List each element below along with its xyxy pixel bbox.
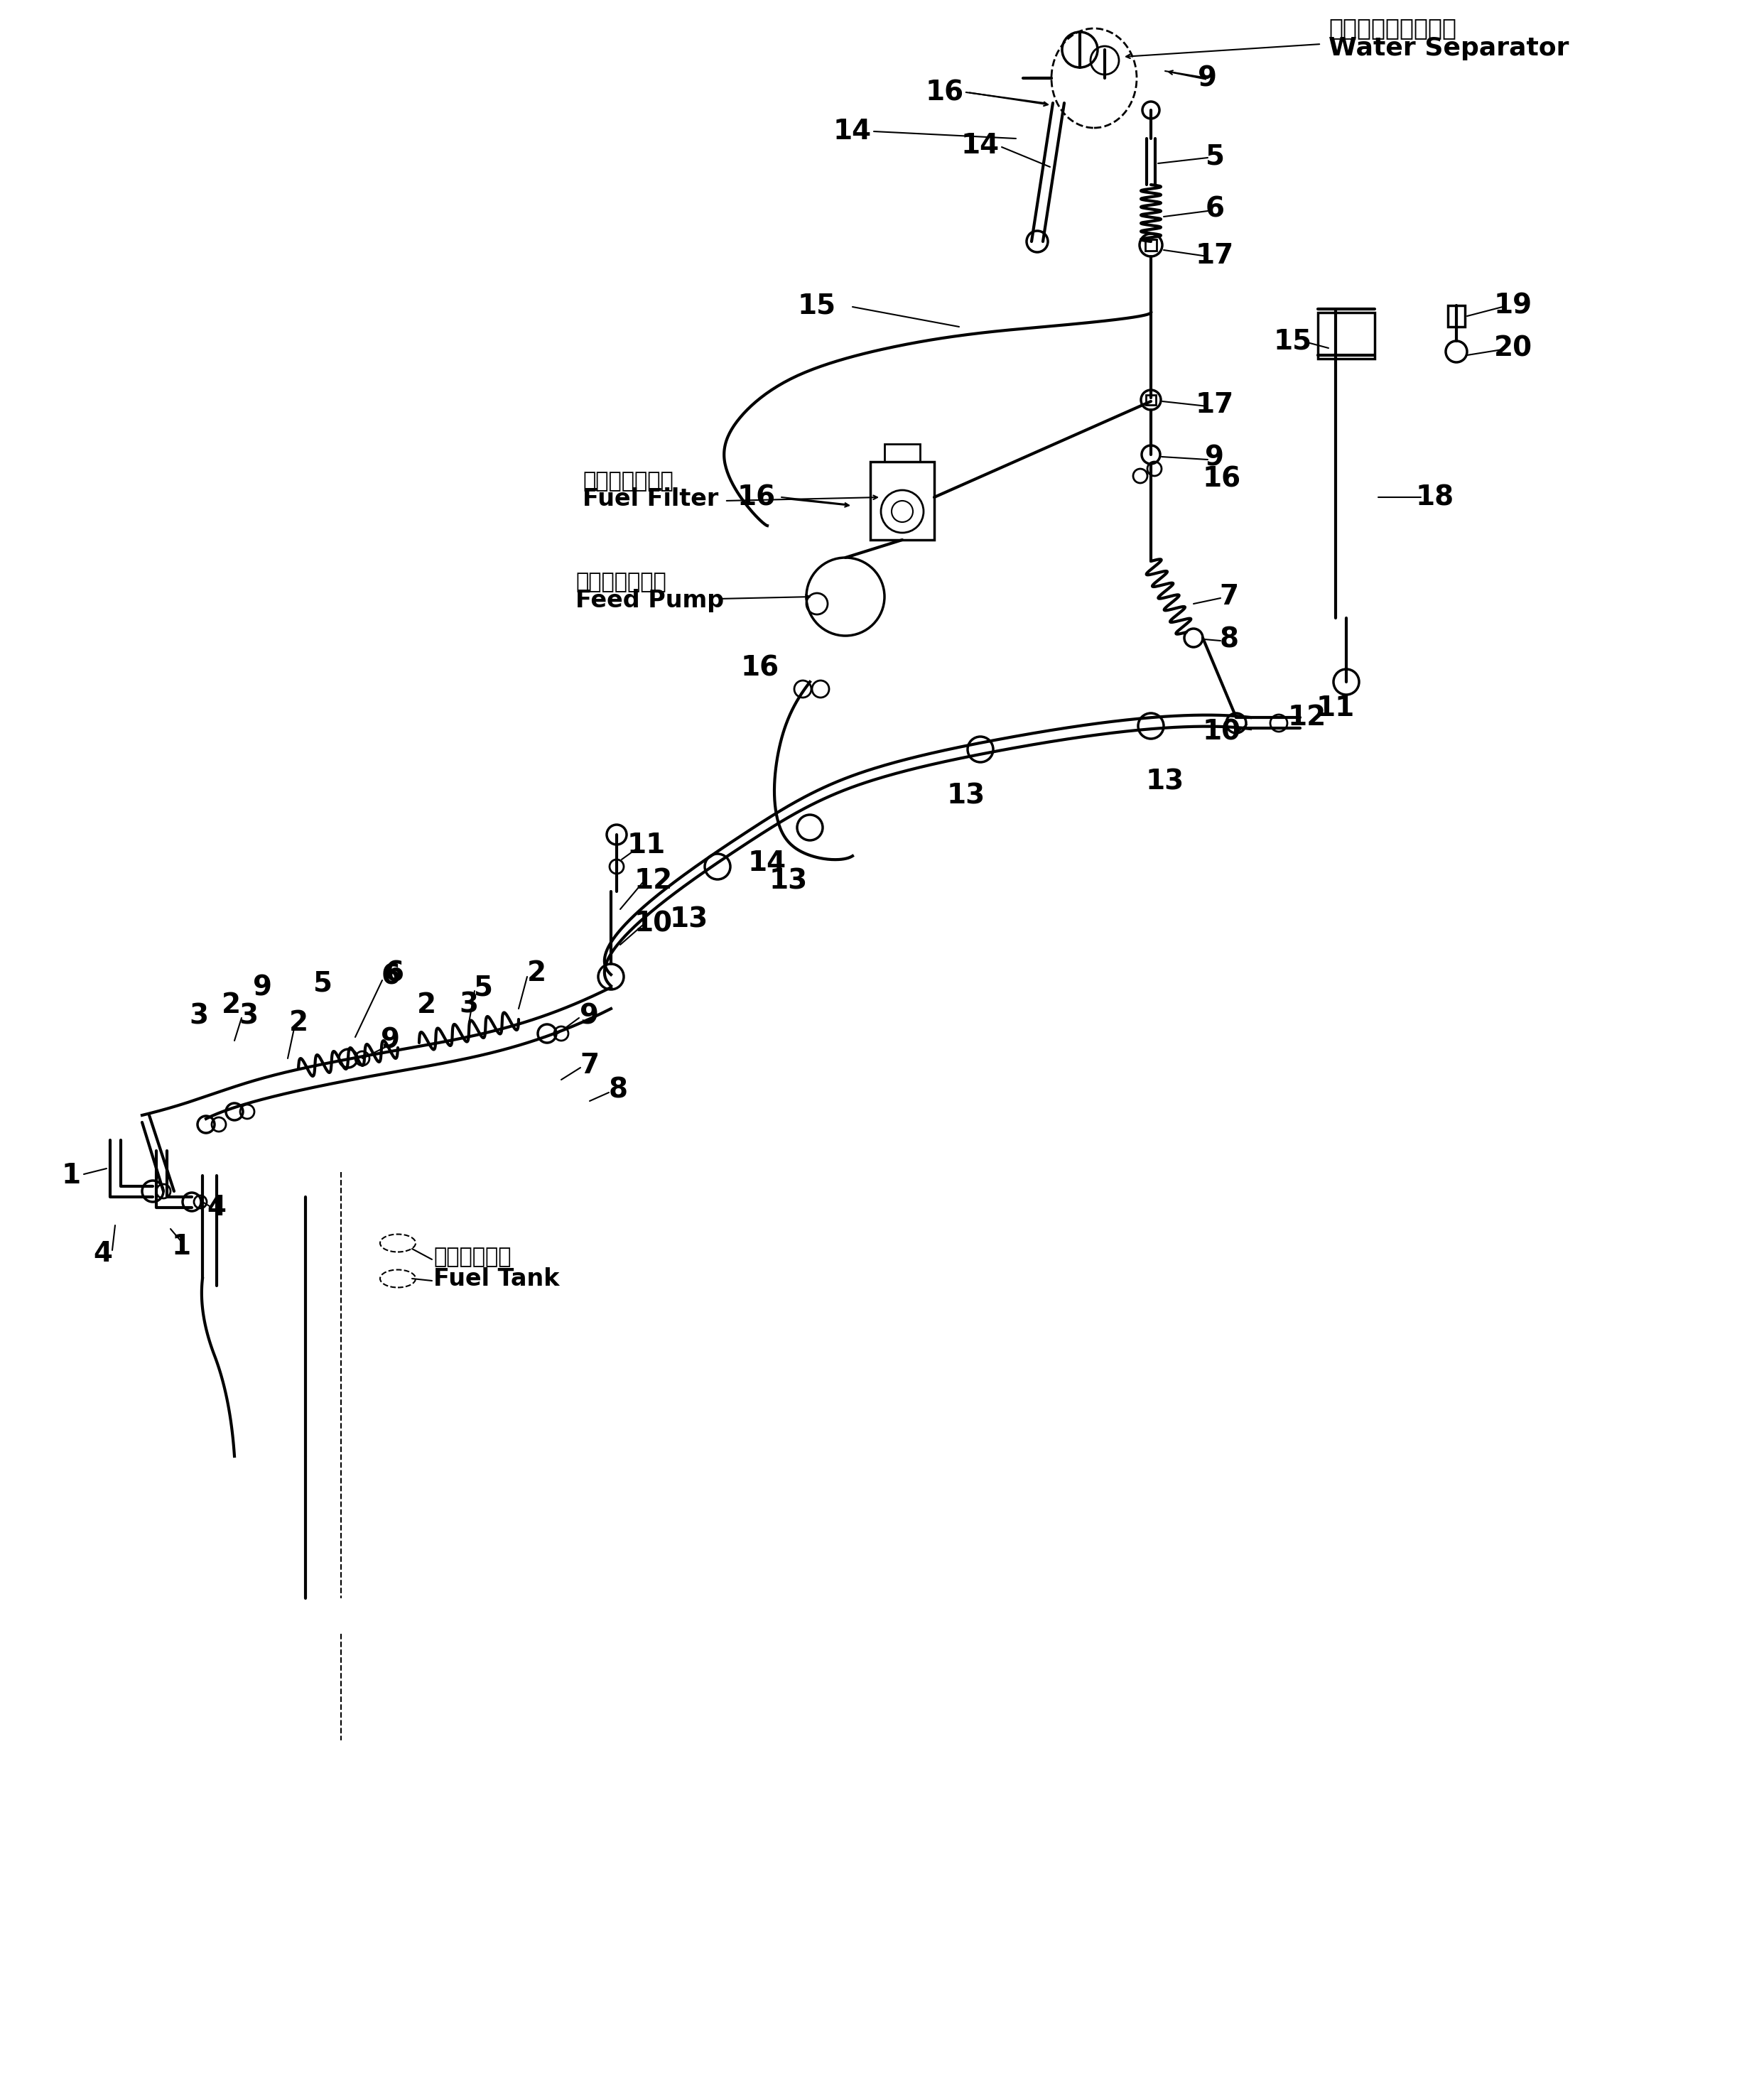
Text: 1: 1 <box>62 1162 81 1189</box>
Text: 3: 3 <box>459 991 478 1018</box>
Text: 11: 11 <box>1316 695 1355 722</box>
Text: 15: 15 <box>1274 327 1312 354</box>
Text: フィードポンプ: フィードポンプ <box>575 573 667 593</box>
Text: 5: 5 <box>1205 144 1224 171</box>
Text: 2: 2 <box>289 1010 309 1037</box>
Text: 2: 2 <box>416 991 436 1018</box>
Bar <box>1147 396 1155 404</box>
Text: 20: 20 <box>1494 335 1533 362</box>
Text: 4: 4 <box>206 1195 226 1220</box>
Bar <box>870 462 935 539</box>
Text: 7: 7 <box>1219 583 1238 610</box>
Text: Fuel Filter: Fuel Filter <box>582 487 718 510</box>
Text: 6: 6 <box>1205 196 1224 223</box>
Bar <box>1448 306 1464 327</box>
Text: Fuel Tank: Fuel Tank <box>434 1266 559 1291</box>
Text: 17: 17 <box>1196 242 1235 269</box>
Text: 13: 13 <box>1147 768 1184 795</box>
Text: 18: 18 <box>1416 483 1454 510</box>
Text: フエルフィルタ: フエルフィルタ <box>582 471 674 491</box>
Text: 13: 13 <box>670 906 709 933</box>
Text: 12: 12 <box>635 868 672 895</box>
Text: 9: 9 <box>580 1001 600 1029</box>
Text: 16: 16 <box>926 79 965 106</box>
Text: 9: 9 <box>381 1026 400 1053</box>
Text: 9: 9 <box>1205 446 1224 473</box>
Text: 6: 6 <box>385 960 404 987</box>
Text: 3: 3 <box>189 1001 208 1029</box>
Text: 5: 5 <box>473 974 492 1001</box>
Text: 14: 14 <box>833 119 871 146</box>
Text: Feed Pump: Feed Pump <box>575 589 723 612</box>
Text: 10: 10 <box>635 910 672 937</box>
Text: 14: 14 <box>961 131 1000 158</box>
Text: 11: 11 <box>628 833 665 858</box>
Text: 2: 2 <box>527 960 547 987</box>
Text: 2: 2 <box>220 991 240 1018</box>
Bar <box>1145 239 1157 250</box>
Text: フェルタンク: フェルタンク <box>434 1247 512 1268</box>
Bar <box>1318 312 1374 358</box>
Text: 1: 1 <box>171 1233 191 1260</box>
Text: 10: 10 <box>1203 718 1242 745</box>
Text: 4: 4 <box>93 1241 113 1268</box>
Text: 15: 15 <box>797 291 836 319</box>
Text: 8: 8 <box>609 1076 628 1103</box>
Text: 13: 13 <box>947 783 986 810</box>
Text: 6: 6 <box>381 964 400 991</box>
Text: Water Separator: Water Separator <box>1328 35 1568 60</box>
Text: 19: 19 <box>1494 291 1533 319</box>
Text: 16: 16 <box>1203 466 1242 493</box>
Text: 7: 7 <box>580 1051 600 1078</box>
Text: 16: 16 <box>741 654 780 681</box>
Text: 17: 17 <box>1196 391 1235 418</box>
Text: 16: 16 <box>737 483 776 510</box>
Text: 12: 12 <box>1288 704 1327 731</box>
Text: 14: 14 <box>748 849 787 877</box>
Text: 13: 13 <box>769 868 808 895</box>
Text: 8: 8 <box>1219 627 1238 654</box>
Text: ウォータセパレータ: ウォータセパレータ <box>1328 17 1457 40</box>
Text: 3: 3 <box>238 1001 258 1029</box>
Text: 9: 9 <box>1198 65 1217 92</box>
Bar <box>884 443 921 462</box>
Text: 9: 9 <box>254 974 272 1001</box>
Text: 5: 5 <box>314 970 333 997</box>
